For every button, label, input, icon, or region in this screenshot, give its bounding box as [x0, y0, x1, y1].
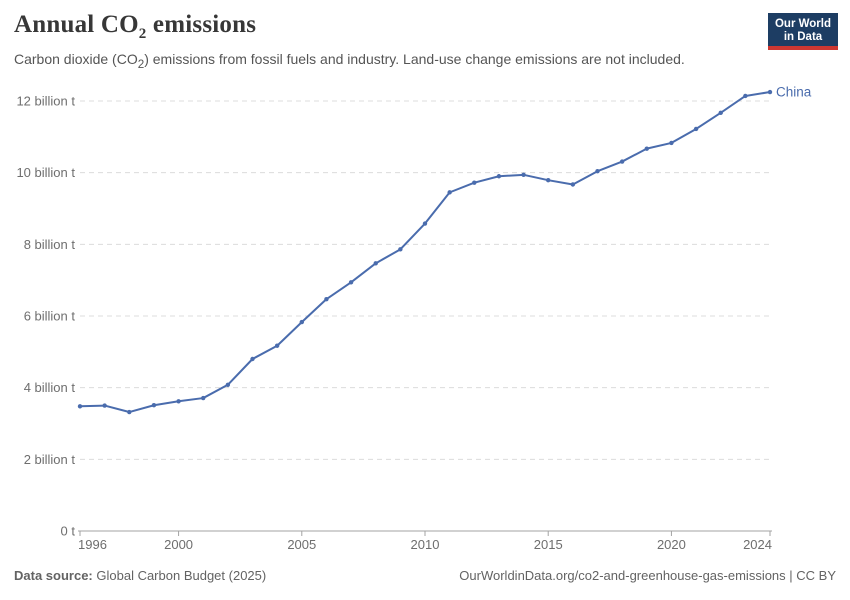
- data-point[interactable]: [324, 296, 329, 302]
- x-tick-label: 2005: [287, 537, 316, 552]
- y-tick-label: 0 t: [61, 524, 76, 539]
- data-point[interactable]: [422, 221, 428, 226]
- data-point[interactable]: [127, 409, 132, 415]
- y-tick-label: 8 billion t: [24, 237, 76, 252]
- title-text: Annual CO: [14, 11, 139, 38]
- data-point[interactable]: [767, 89, 773, 95]
- owid-logo[interactable]: Our World in Data: [768, 13, 838, 50]
- subtitle-text-cont: ) emissions from fossil fuels and indust…: [144, 51, 685, 67]
- subtitle-subscript: 2: [137, 57, 145, 71]
- data-point[interactable]: [595, 169, 600, 174]
- logo-line-2: in Data: [783, 31, 823, 43]
- data-point[interactable]: [102, 403, 107, 408]
- data-point[interactable]: [669, 140, 674, 146]
- data-source-value: Global Carbon Budget (2025): [96, 568, 267, 583]
- logo-line-1: Our World: [774, 18, 831, 30]
- chart-subtitle: Carbon dioxide (CO2) emissions from foss…: [14, 51, 685, 71]
- data-point[interactable]: [447, 190, 452, 195]
- series-label: China: [776, 85, 812, 100]
- x-tick-label: 1996: [78, 537, 107, 552]
- data-point[interactable]: [743, 93, 748, 99]
- data-point[interactable]: [274, 343, 280, 348]
- y-tick-label: 4 billion t: [24, 380, 76, 395]
- y-tick-label: 12 billion t: [16, 94, 75, 109]
- footer: Data source: Global Carbon Budget (2025)…: [14, 568, 836, 583]
- data-point[interactable]: [398, 247, 403, 252]
- data-source-label: Data source:: [14, 568, 93, 583]
- data-point[interactable]: [250, 356, 255, 362]
- data-point[interactable]: [718, 110, 723, 116]
- data-point[interactable]: [472, 180, 477, 185]
- x-tick-label: 2010: [411, 537, 440, 552]
- data-point[interactable]: [299, 319, 304, 325]
- data-line: [79, 91, 771, 414]
- data-point[interactable]: [348, 280, 354, 285]
- data-point[interactable]: [373, 261, 378, 266]
- data-point[interactable]: [151, 403, 157, 408]
- x-tick-label: 2000: [164, 537, 193, 552]
- data-point[interactable]: [619, 159, 625, 164]
- subtitle-text: Carbon dioxide (CO: [14, 51, 138, 67]
- data-point[interactable]: [201, 395, 206, 401]
- data-point[interactable]: [496, 174, 502, 179]
- y-tick-label: 6 billion t: [24, 309, 76, 324]
- y-tick-label: 10 billion t: [16, 165, 75, 180]
- x-tick-label: 2024: [743, 537, 772, 552]
- data-point[interactable]: [570, 182, 576, 187]
- x-tick-label: 2015: [534, 537, 563, 552]
- x-tick-label: 2020: [657, 537, 686, 552]
- y-tick-label: 2 billion t: [24, 452, 76, 467]
- page-title: Annual CO2 emissions: [14, 11, 256, 43]
- data-point[interactable]: [77, 404, 83, 409]
- data-point[interactable]: [546, 177, 551, 183]
- data-point[interactable]: [225, 382, 231, 387]
- data-point[interactable]: [693, 126, 699, 132]
- data-source: Data source: Global Carbon Budget (2025): [14, 568, 266, 583]
- data-point[interactable]: [521, 172, 526, 178]
- footer-citation-link[interactable]: OurWorldinData.org/co2-and-greenhouse-ga…: [459, 568, 836, 583]
- data-point[interactable]: [176, 399, 181, 404]
- data-point[interactable]: [644, 146, 649, 151]
- logo-red-bar: [768, 46, 838, 50]
- title-subscript: 2: [138, 26, 147, 42]
- title-text-cont: emissions: [146, 11, 257, 38]
